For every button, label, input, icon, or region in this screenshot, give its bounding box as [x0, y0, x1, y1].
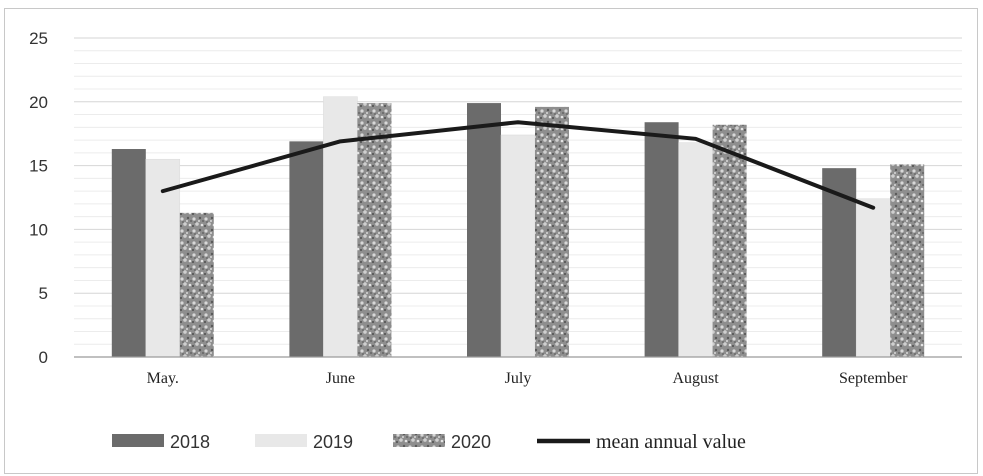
legend-swatch-2018 [112, 434, 164, 447]
legend-label-2019: 2019 [313, 432, 353, 452]
x-tick-label: July [505, 370, 532, 387]
bar-2020-august [712, 124, 747, 357]
bar-2018-may [111, 149, 146, 357]
y-tick-label: 15 [29, 157, 48, 176]
legend-label-2020: 2020 [451, 432, 491, 452]
bar-2018-june [289, 141, 324, 357]
x-tick-label: May. [147, 370, 179, 387]
bar-2019-july [500, 134, 536, 358]
mean-annual-value-line [160, 120, 876, 210]
bar-2018-august [644, 122, 679, 357]
bar-2019-august [678, 142, 713, 358]
y-tick-label: 20 [29, 93, 48, 112]
bar-2020-september [890, 164, 925, 357]
y-tick-label: 25 [29, 29, 48, 48]
y-tick-label: 0 [39, 348, 48, 367]
x-tick-label: September [839, 370, 908, 387]
bars [111, 96, 925, 358]
bar-2020-may [179, 212, 214, 357]
x-tick-label: August [672, 370, 719, 387]
bar-2018-july [467, 103, 501, 358]
y-tick-label: 10 [29, 220, 48, 239]
y-axis-ticks: 0 5 10 15 20 25 [29, 29, 48, 367]
y-tick-label: 5 [39, 284, 48, 303]
bar-2020-july [535, 106, 569, 358]
x-tick-label: June [326, 370, 355, 387]
bar-2019-june [323, 96, 358, 358]
legend: 2018 2019 2020 mean annual value [112, 431, 746, 453]
mean-line-group [160, 120, 876, 210]
legend-swatch-2020 [393, 434, 445, 447]
x-axis-ticks: May. June July August September [147, 370, 908, 387]
legend-swatch-2019 [255, 434, 307, 447]
legend-label-mean-annual-value: mean annual value [596, 431, 746, 453]
legend-label-2018: 2018 [170, 432, 210, 452]
bar-2019-september [855, 198, 891, 358]
bar-2020-june [357, 103, 392, 358]
